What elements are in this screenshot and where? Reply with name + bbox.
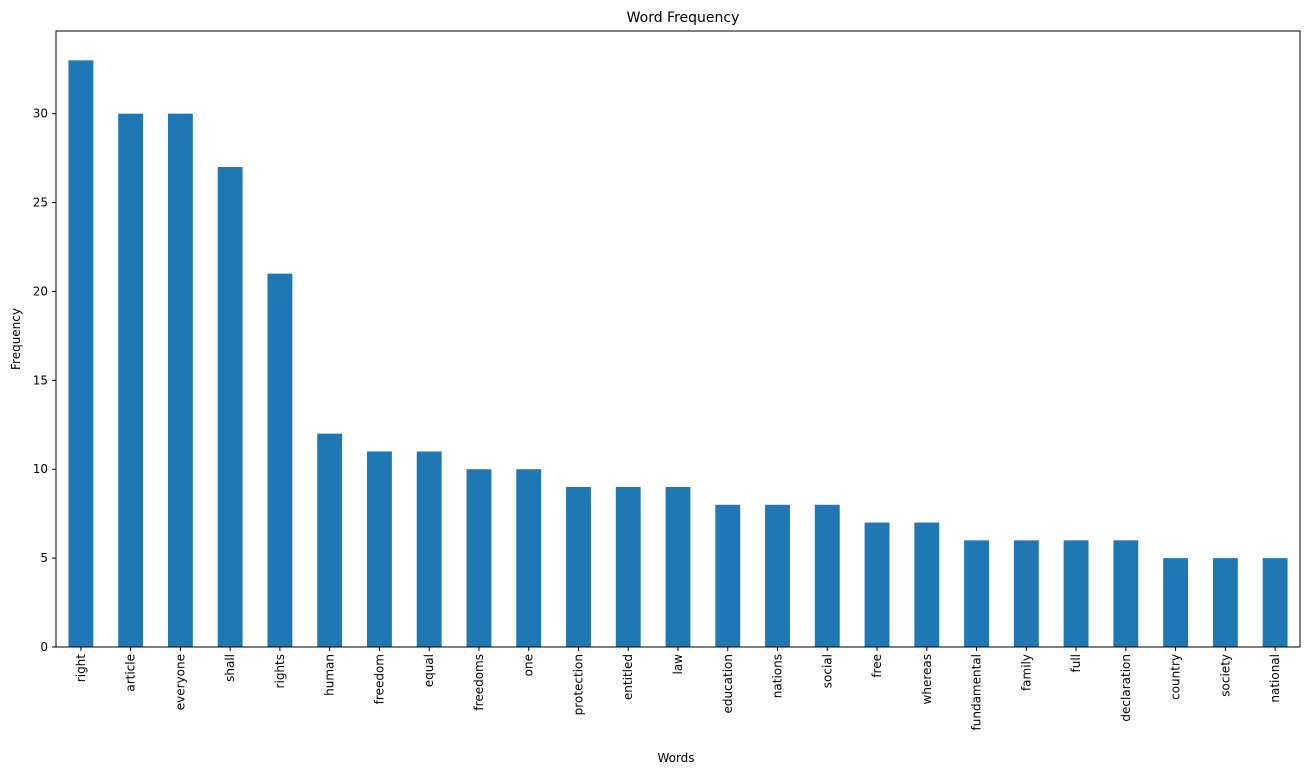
x-tick-label: country [1169,654,1183,700]
y-tick-label: 5 [40,551,48,565]
x-tick-label: law [671,654,685,675]
bar-equal [416,451,442,647]
bar-whereas [914,522,940,647]
bar-fundamental [964,540,989,647]
y-axis-ticks: 0 5 10 15 20 25 30 [33,107,56,654]
x-tick-label: freedom [372,654,386,704]
bar-rights [267,273,293,647]
x-tick-label: freedoms [472,654,486,711]
chart-title: Word Frequency [627,10,740,26]
y-tick-label: 25 [33,196,48,210]
bar-freedoms [466,469,492,647]
bar-country [1163,558,1189,647]
x-tick-label: shall [223,654,237,682]
bar-law [665,487,691,647]
bar-human [317,433,343,647]
x-tick-label: declaration [1119,654,1133,722]
bar-freedom [367,451,392,647]
x-axis-label: Words [657,751,694,765]
bar-everyone [167,113,193,647]
x-tick-label: full [1069,654,1083,673]
bar-protection [566,487,591,647]
y-tick-label: 0 [40,640,48,654]
bar-family [1013,540,1039,647]
bar-free [864,522,890,647]
bar-society [1212,558,1238,647]
x-tick-label: protection [571,654,585,715]
x-tick-label: right [74,654,88,682]
bar-entitled [615,487,641,647]
x-tick-label: rights [273,654,287,688]
x-axis-ticks: right article everyone shall rights human free… [74,647,1282,730]
x-tick-label: society [1218,654,1232,697]
bar-education [715,504,741,647]
x-tick-label: family [1019,654,1033,691]
x-tick-label: one [522,654,536,676]
x-tick-label: whereas [920,654,934,704]
x-tick-label: entitled [621,654,635,700]
bar-right [68,60,94,648]
bar-shall [217,167,243,647]
bar-nations [765,504,790,647]
bar-declaration [1113,540,1139,647]
y-tick-label: 30 [33,107,48,121]
x-tick-label: social [820,654,834,688]
x-tick-label: human [323,654,337,696]
bars-group [68,60,1288,648]
bar-article [118,113,144,647]
bar-full [1063,540,1089,647]
bar-social [814,504,840,647]
y-tick-label: 10 [33,462,48,476]
x-tick-label: nations [771,654,785,698]
x-tick-label: education [721,654,735,714]
x-tick-label: equal [422,654,436,687]
y-tick-label: 20 [33,284,48,298]
plot-frame [55,30,1301,648]
bar-one [516,469,542,647]
bar-national [1262,558,1288,647]
y-tick-label: 15 [33,373,48,387]
y-axis-label: Frequency [9,308,23,370]
x-tick-label: free [870,654,884,678]
x-tick-label: article [124,654,138,692]
x-tick-label: fundamental [970,654,984,730]
x-tick-label: national [1268,654,1282,703]
x-tick-label: everyone [173,654,187,710]
